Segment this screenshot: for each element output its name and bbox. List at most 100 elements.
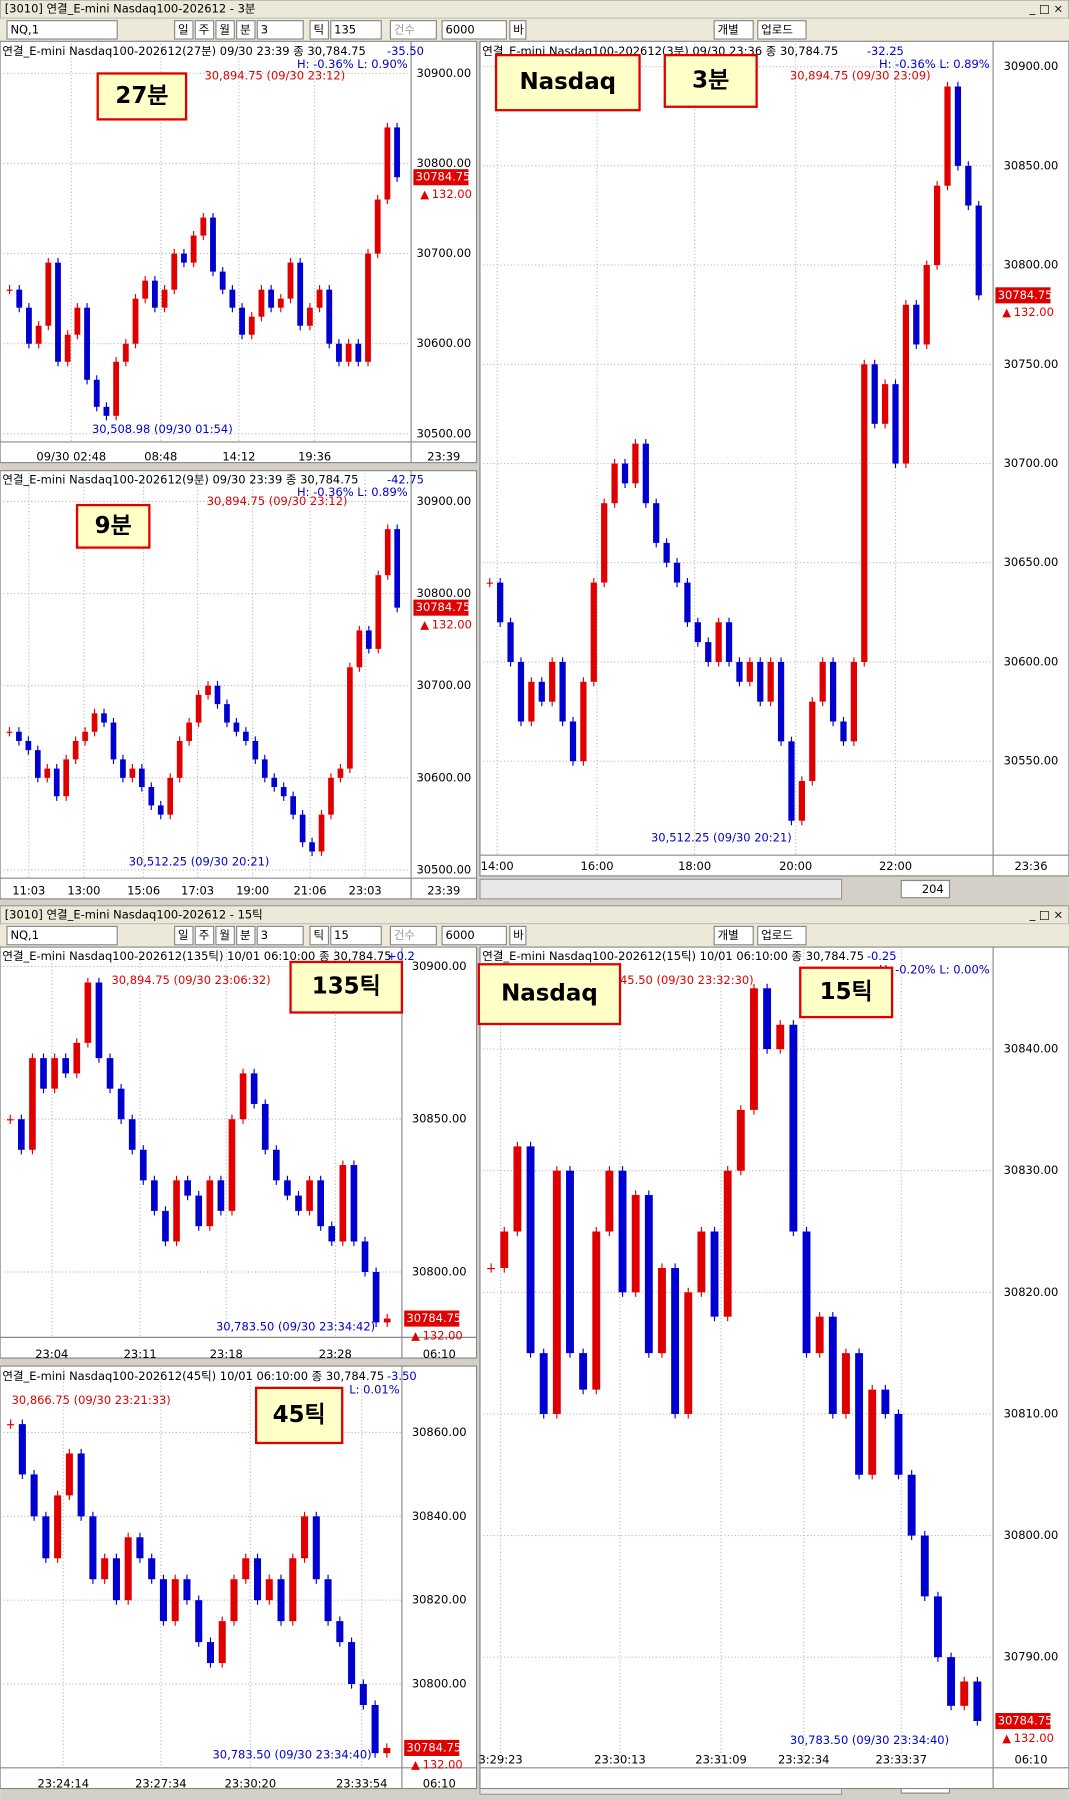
toolbar-button[interactable] xyxy=(509,20,527,40)
x-tick-label: 23:32:34 xyxy=(778,1752,830,1766)
last-price: 30784.75 xyxy=(407,1311,462,1325)
tag-arrow: ▲ xyxy=(411,1758,420,1772)
toolbar-button[interactable] xyxy=(236,925,256,946)
candle xyxy=(611,463,618,504)
candle xyxy=(618,1170,627,1293)
high-label: 30,894.75 (09/30 23:09) xyxy=(790,68,931,82)
scrollbar[interactable] xyxy=(479,878,843,900)
candle xyxy=(757,661,764,702)
toolbar-button[interactable] xyxy=(194,925,215,946)
y-tick-label: 30800.00 xyxy=(416,156,471,170)
panel xyxy=(0,946,478,1359)
candle xyxy=(723,1170,732,1317)
panel xyxy=(479,946,1069,1790)
candle xyxy=(394,529,401,608)
toolbar-button[interactable] xyxy=(215,925,235,946)
candles xyxy=(7,1419,391,1758)
toolbar-button[interactable] xyxy=(309,20,330,40)
candle xyxy=(361,1241,369,1272)
candle xyxy=(345,343,352,362)
low-label: 30,783.50 (09/30 23:34:40) xyxy=(790,1733,949,1747)
candle xyxy=(110,722,117,760)
toolbar-button[interactable] xyxy=(713,925,754,946)
toolbar-button[interactable] xyxy=(757,20,807,40)
toolbar-button[interactable] xyxy=(194,20,215,40)
candle xyxy=(112,1558,120,1601)
candle xyxy=(549,661,556,702)
x-tick-label: 23:04 xyxy=(35,1347,68,1361)
candle xyxy=(324,1579,332,1622)
candle xyxy=(136,1537,144,1559)
candle xyxy=(605,1170,614,1232)
candle xyxy=(176,740,183,778)
label-box xyxy=(799,966,894,1019)
toolbar-button[interactable] xyxy=(389,925,437,946)
toolbar-button[interactable] xyxy=(256,20,304,40)
candle xyxy=(694,622,701,643)
toolbar-button[interactable] xyxy=(6,20,118,40)
candle xyxy=(132,298,139,344)
toolbar-button[interactable] xyxy=(215,20,235,40)
candle xyxy=(881,1389,890,1414)
candle xyxy=(318,814,325,852)
toolbar-button[interactable] xyxy=(330,20,382,40)
corner-time: 23:39 xyxy=(427,449,460,463)
candle xyxy=(384,529,391,576)
toolbar-button[interactable] xyxy=(441,20,507,40)
candle xyxy=(139,1149,147,1181)
candle xyxy=(124,1537,132,1601)
candle xyxy=(684,1292,693,1414)
candle xyxy=(16,731,22,741)
window-controls[interactable]: _ □ × xyxy=(1029,907,1063,921)
toolbar-button[interactable] xyxy=(174,925,194,946)
candle xyxy=(517,661,525,722)
toolbar-label: 135 xyxy=(334,22,356,36)
candle xyxy=(217,1180,225,1211)
candle xyxy=(148,1558,156,1580)
toolbar-label: 개별 xyxy=(718,22,739,36)
x-tick-label: 09/30 02:48 xyxy=(36,449,106,463)
toolbar-button[interactable] xyxy=(389,20,437,40)
candle xyxy=(944,86,951,186)
candle xyxy=(55,262,61,362)
last-price: 30784.75 xyxy=(416,170,471,184)
toolbar-button[interactable] xyxy=(236,20,256,40)
y-tick-label: 30830.00 xyxy=(1004,1163,1059,1177)
y-tick-label: 30700.00 xyxy=(1004,456,1059,470)
label-box xyxy=(494,53,641,112)
change-tag: 132.00 xyxy=(1014,305,1054,319)
candles xyxy=(487,983,982,1726)
y-tick-label: 30800.00 xyxy=(1004,1528,1059,1542)
toolbar-button[interactable] xyxy=(174,20,194,40)
toolbar-button[interactable] xyxy=(330,925,382,946)
y-tick-label: 30800.00 xyxy=(412,1264,467,1278)
last-price-box xyxy=(413,599,469,616)
panel-change: -0.25 xyxy=(867,949,897,963)
last-price: 30784.75 xyxy=(998,288,1053,302)
y-tick-label: 30820.00 xyxy=(1004,1285,1059,1299)
candle xyxy=(258,289,265,317)
low-label: 30,508.98 (09/30 01:54) xyxy=(92,422,233,436)
toolbar-label: 건수 xyxy=(394,22,415,36)
candle xyxy=(261,1103,269,1150)
toolbar-button[interactable] xyxy=(713,20,754,40)
toolbar-button[interactable] xyxy=(509,925,527,946)
candle xyxy=(272,1149,280,1181)
window-controls[interactable]: _ □ × xyxy=(1029,2,1063,16)
toolbar-button[interactable] xyxy=(757,925,807,946)
x-tick-label: 11:03 xyxy=(12,883,45,897)
candle xyxy=(84,982,92,1043)
x-tick-label: 23:30:20 xyxy=(225,1776,277,1790)
toolbar-button[interactable] xyxy=(309,925,330,946)
candle xyxy=(129,768,136,778)
low-label: 30,512.25 (09/30 20:21) xyxy=(651,831,792,845)
candle xyxy=(248,316,255,335)
candle xyxy=(117,1088,125,1120)
toolbar-button[interactable] xyxy=(256,925,304,946)
label-text: Nasdaq xyxy=(501,981,598,1007)
corner-time: 23:36 xyxy=(1014,859,1047,873)
candle xyxy=(277,1579,285,1622)
toolbar-button[interactable] xyxy=(441,925,507,946)
toolbar-button[interactable] xyxy=(6,925,118,946)
